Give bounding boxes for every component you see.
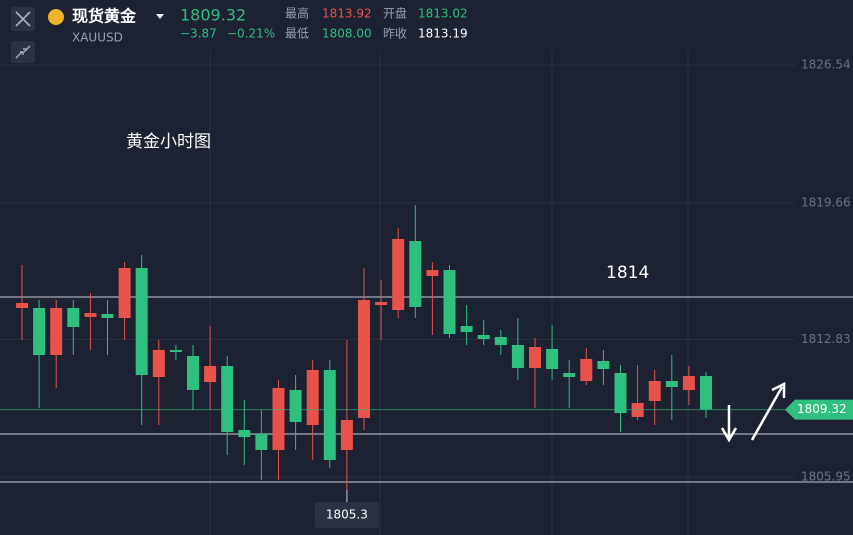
candle-body bbox=[460, 326, 473, 332]
y-tick-label: 1826.54 bbox=[801, 58, 851, 72]
candle-body bbox=[323, 370, 336, 460]
candle-body bbox=[33, 308, 46, 355]
candle-body bbox=[289, 390, 302, 422]
y-tick-label: 1805.95 bbox=[801, 470, 851, 484]
change: −3.87 bbox=[180, 27, 217, 41]
symbol-code: XAUUSD bbox=[72, 31, 123, 45]
price-tag-label: 1809.32 bbox=[797, 402, 847, 416]
stat-label: 最高 bbox=[285, 6, 309, 21]
shrink-icon bbox=[15, 45, 31, 59]
low-tag bbox=[314, 502, 379, 528]
candle-body bbox=[392, 239, 405, 310]
stat-value: 1808.00 bbox=[322, 27, 372, 41]
candle-body bbox=[67, 308, 80, 327]
candle-body bbox=[187, 356, 199, 390]
low-label: 1805.3 bbox=[326, 508, 368, 522]
candle-body bbox=[614, 373, 627, 413]
up-arrow bbox=[750, 381, 786, 441]
candle-body bbox=[84, 313, 97, 317]
candle-body bbox=[135, 268, 148, 375]
candle-body bbox=[426, 270, 439, 276]
candle-body bbox=[272, 388, 285, 450]
close-icon bbox=[15, 11, 31, 27]
candle-body bbox=[477, 335, 490, 339]
candle-body bbox=[563, 373, 576, 377]
candle-body bbox=[494, 337, 507, 345]
candle-body bbox=[409, 241, 422, 307]
candle-body bbox=[665, 381, 678, 387]
y-tick-label: 1819.66 bbox=[801, 195, 851, 209]
candle-body bbox=[221, 366, 234, 432]
stat-label: 开盘 bbox=[383, 6, 407, 21]
candle-body bbox=[358, 300, 370, 418]
candle-body bbox=[682, 376, 695, 390]
candle-body bbox=[255, 434, 268, 450]
candle-body bbox=[340, 420, 353, 450]
candle-body bbox=[306, 370, 319, 425]
candle-body bbox=[50, 308, 63, 355]
candle-body bbox=[375, 302, 388, 305]
change-pct: −0.21% bbox=[227, 27, 275, 41]
grid bbox=[209, 50, 689, 535]
candle-body bbox=[443, 270, 456, 334]
plot: 1826.54 1819.66 1812.83 1805.95 1814 1809.32 1… bbox=[0, 58, 853, 528]
candle-body bbox=[16, 303, 28, 308]
level-annotation: 1814 bbox=[606, 263, 649, 283]
candle-body bbox=[152, 350, 165, 377]
candle-body bbox=[511, 345, 524, 368]
chart-title: 黄金小时图 bbox=[126, 132, 211, 152]
stat-value: 1813.19 bbox=[418, 27, 468, 41]
stat-value: 1813.92 bbox=[322, 7, 372, 21]
price-tag bbox=[785, 399, 853, 420]
stat-label: 最低 bbox=[285, 27, 309, 41]
candle-body bbox=[101, 314, 114, 318]
y-tick-label: 1812.83 bbox=[801, 332, 851, 346]
candle-body bbox=[648, 381, 661, 401]
candle-body bbox=[204, 366, 217, 382]
price: 1809.32 bbox=[180, 6, 246, 25]
dropdown[interactable] bbox=[156, 14, 164, 19]
candle-body bbox=[238, 430, 251, 437]
candle-body bbox=[580, 359, 593, 381]
symbol-name[interactable]: 现货黄金 bbox=[72, 7, 137, 26]
candle-body bbox=[118, 268, 131, 318]
gold-icon bbox=[48, 9, 64, 25]
candle-body bbox=[169, 350, 182, 352]
candle-body bbox=[546, 349, 559, 369]
stat-value: 1813.02 bbox=[418, 7, 468, 21]
candle-body bbox=[597, 361, 610, 369]
down-arrow bbox=[720, 405, 738, 443]
stat-label: 昨收 bbox=[383, 27, 407, 41]
candle-body bbox=[700, 376, 712, 410]
candle-body bbox=[529, 347, 541, 368]
